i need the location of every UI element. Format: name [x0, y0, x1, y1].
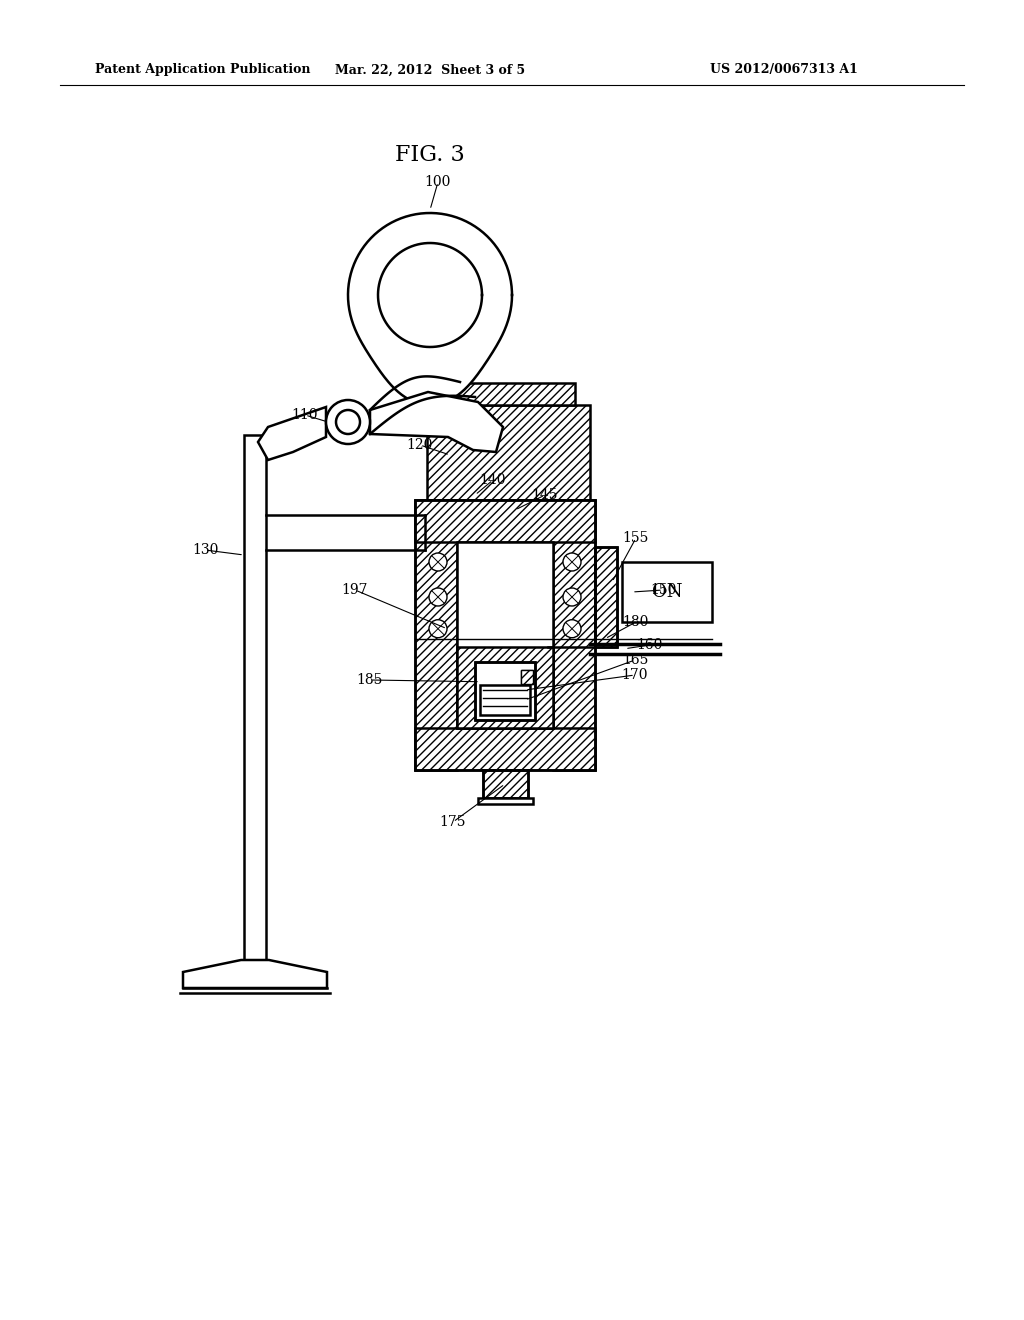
Text: 110: 110 [292, 408, 318, 422]
Text: 197: 197 [342, 583, 369, 597]
Bar [415, 500, 595, 543]
Bar [452, 383, 575, 405]
Bar [595, 546, 617, 647]
Text: 165: 165 [622, 653, 648, 667]
Circle shape [326, 400, 370, 444]
Text: 160: 160 [637, 638, 664, 652]
Text: 180: 180 [623, 615, 649, 630]
Text: 150: 150 [650, 583, 676, 597]
Circle shape [429, 553, 447, 572]
Polygon shape [378, 243, 482, 347]
Text: US 2012/0067313 A1: US 2012/0067313 A1 [710, 63, 858, 77]
Bar [483, 770, 528, 799]
Circle shape [563, 553, 581, 572]
Circle shape [563, 619, 581, 638]
Circle shape [563, 587, 581, 606]
Text: 185: 185 [356, 673, 383, 686]
Text: 130: 130 [191, 543, 218, 557]
Text: ON: ON [651, 583, 682, 601]
Bar [478, 799, 534, 804]
Bar [415, 500, 457, 770]
Text: 120: 120 [407, 438, 433, 451]
Bar [427, 405, 590, 500]
Bar [595, 546, 617, 647]
Bar [521, 669, 534, 684]
Bar [622, 562, 712, 622]
Bar [553, 500, 595, 770]
Circle shape [336, 411, 360, 434]
Bar [475, 661, 535, 719]
Text: 170: 170 [622, 668, 648, 682]
Circle shape [429, 587, 447, 606]
Text: 155: 155 [623, 531, 649, 545]
Circle shape [429, 619, 447, 638]
Text: Mar. 22, 2012  Sheet 3 of 5: Mar. 22, 2012 Sheet 3 of 5 [335, 63, 525, 77]
Text: 100: 100 [425, 176, 452, 189]
Polygon shape [370, 392, 503, 451]
Text: FIG. 3: FIG. 3 [395, 144, 465, 166]
Bar [415, 500, 595, 770]
Bar [244, 436, 266, 960]
Bar [480, 685, 530, 715]
Bar [415, 729, 595, 770]
Bar [457, 647, 553, 729]
Bar [521, 669, 534, 684]
Text: 175: 175 [439, 814, 466, 829]
Polygon shape [258, 407, 326, 459]
Text: 145: 145 [531, 488, 558, 502]
Text: 140: 140 [480, 473, 506, 487]
Bar [483, 770, 528, 799]
Text: Patent Application Publication: Patent Application Publication [95, 63, 310, 77]
Polygon shape [183, 960, 327, 987]
Polygon shape [348, 213, 512, 405]
Bar [457, 543, 553, 729]
Bar [475, 661, 535, 719]
